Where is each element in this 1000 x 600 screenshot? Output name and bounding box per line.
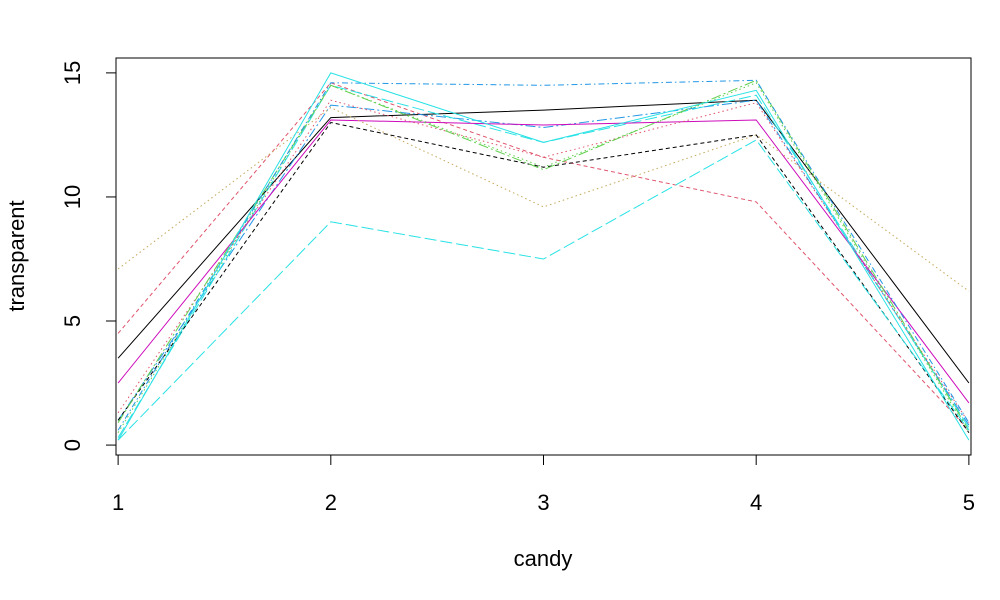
x-tick-label: 3 — [537, 490, 549, 515]
x-tick-label: 1 — [112, 490, 124, 515]
y-tick-label: 15 — [60, 61, 85, 85]
series-line-12 — [117, 139, 970, 441]
series-line-2 — [117, 82, 970, 431]
x-axis: 1 2 3 4 5 — [112, 454, 975, 515]
y-tick-label: 10 — [60, 185, 85, 209]
series-line-7 — [117, 107, 970, 292]
y-axis-label: transparent — [4, 200, 29, 311]
x-tick-label: 4 — [750, 490, 762, 515]
y-axis: 0 5 10 15 — [60, 61, 117, 451]
series-layer — [117, 72, 970, 441]
series-line-11 — [117, 79, 970, 431]
series-line-5 — [117, 84, 970, 438]
series-line-4 — [117, 99, 970, 426]
series-line-13 — [117, 72, 970, 441]
x-tick-label: 5 — [963, 490, 975, 515]
series-line-6 — [117, 119, 970, 404]
y-tick-label: 5 — [60, 315, 85, 327]
x-tick-label: 2 — [325, 490, 337, 515]
series-line-9 — [117, 99, 970, 423]
x-axis-label: candy — [514, 546, 573, 571]
y-tick-label: 0 — [60, 439, 85, 451]
series-line-3 — [117, 82, 970, 433]
series-line-8 — [117, 121, 970, 433]
